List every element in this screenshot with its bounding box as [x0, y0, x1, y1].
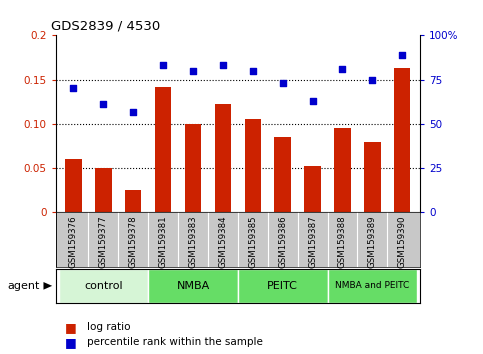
Point: [99, 102, 107, 107]
Text: agent: agent: [7, 281, 40, 291]
Bar: [95, 168, 112, 212]
Text: GSM159383: GSM159383: [188, 215, 198, 268]
Bar: [215, 104, 231, 212]
Bar: [65, 159, 82, 212]
Bar: [238, 269, 327, 303]
Text: ■: ■: [65, 321, 77, 334]
Point: [159, 63, 167, 68]
Point: [249, 68, 256, 74]
Bar: [304, 166, 321, 212]
Bar: [334, 128, 351, 212]
Point: [70, 86, 77, 91]
Bar: [148, 269, 238, 303]
Text: GSM159381: GSM159381: [158, 215, 168, 268]
Bar: [274, 137, 291, 212]
Point: [369, 77, 376, 82]
Text: GSM159385: GSM159385: [248, 215, 257, 268]
Text: GSM159390: GSM159390: [398, 215, 407, 268]
Point: [219, 63, 227, 68]
Bar: [185, 124, 201, 212]
Bar: [244, 119, 261, 212]
Text: NMBA and PEITC: NMBA and PEITC: [335, 281, 410, 290]
Bar: [327, 269, 417, 303]
Polygon shape: [43, 282, 52, 290]
Text: control: control: [84, 281, 123, 291]
Point: [129, 109, 137, 114]
Text: GSM159387: GSM159387: [308, 215, 317, 268]
Bar: [58, 269, 148, 303]
Text: GSM159388: GSM159388: [338, 215, 347, 268]
Text: GSM159389: GSM159389: [368, 215, 377, 268]
Bar: [155, 87, 171, 212]
Point: [339, 66, 346, 72]
Text: GSM159378: GSM159378: [129, 215, 138, 268]
Bar: [125, 190, 142, 212]
Text: percentile rank within the sample: percentile rank within the sample: [87, 337, 263, 347]
Text: GSM159386: GSM159386: [278, 215, 287, 268]
Bar: [394, 68, 411, 212]
Text: GSM159377: GSM159377: [99, 215, 108, 268]
Point: [309, 98, 316, 104]
Point: [189, 68, 197, 74]
Point: [398, 52, 406, 58]
Point: [279, 80, 286, 86]
Text: GSM159384: GSM159384: [218, 215, 227, 268]
Text: PEITC: PEITC: [267, 281, 298, 291]
Text: NMBA: NMBA: [176, 281, 210, 291]
Text: GSM159376: GSM159376: [69, 215, 78, 268]
Text: ■: ■: [65, 336, 77, 349]
Text: GDS2839 / 4530: GDS2839 / 4530: [51, 19, 160, 33]
Bar: [364, 142, 381, 212]
Text: log ratio: log ratio: [87, 322, 130, 332]
